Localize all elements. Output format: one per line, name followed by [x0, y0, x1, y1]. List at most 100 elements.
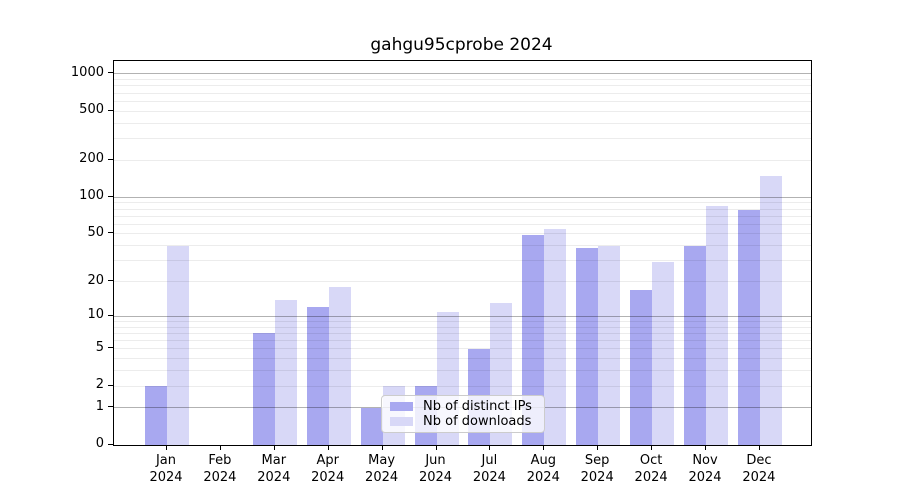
ytick-mark-200: [108, 158, 113, 160]
xtick-mark-jan: [166, 445, 167, 450]
chart-title: gahgu95cprobe 2024: [370, 35, 553, 55]
gridline-70: [114, 215, 811, 217]
gridline-800: [114, 85, 811, 87]
bar-distinct-ips-nov: [684, 245, 706, 445]
ytick-label-50: 50: [87, 224, 104, 240]
ytick-mark-0: [108, 443, 113, 445]
xtick-mark-dec: [758, 445, 760, 450]
ytick-label-100: 100: [79, 188, 104, 204]
gridline-8: [114, 326, 811, 328]
bar-downloads-aug: [544, 228, 567, 445]
legend-item-downloads: Nb of downloads: [390, 414, 536, 429]
gridline-2: [114, 385, 811, 387]
bar-distinct-ips-aug: [522, 234, 545, 445]
xtick-mark-oct: [651, 445, 653, 450]
xtick-label-mar: Mar 2024: [257, 453, 291, 485]
xtick-mark-nov: [705, 445, 706, 450]
ytick-mark-2: [108, 384, 113, 386]
legend-swatch-distinct-ips: [390, 401, 413, 411]
xtick-mark-apr: [327, 445, 329, 450]
gridline-1000: [114, 73, 811, 75]
ytick-label-10: 10: [87, 307, 104, 323]
xtick-label-jun: Jun 2024: [418, 453, 453, 485]
xtick-mark-feb: [219, 445, 221, 450]
plot-area: Nb of distinct IPs Nb of downloads: [113, 60, 812, 446]
gridline-600: [114, 100, 811, 102]
legend-label-distinct-ips: Nb of distinct IPs: [423, 398, 532, 414]
gridline-100: [114, 196, 811, 198]
ytick-mark-1000: [108, 72, 113, 74]
bar-distinct-ips-oct: [630, 289, 653, 445]
bar-downloads-mar: [274, 299, 297, 445]
ytick-mark-50: [108, 232, 113, 234]
gridline-200: [114, 159, 811, 161]
xtick-mark-may: [381, 445, 383, 450]
xtick-label-sep: Sep 2024: [580, 453, 614, 485]
gridline-10: [114, 315, 811, 317]
gridline-80: [114, 208, 811, 210]
xtick-label-oct: Oct 2024: [634, 453, 668, 485]
ytick-label-1000: 1000: [70, 64, 104, 80]
bar-distinct-ips-sep: [576, 248, 599, 445]
gridline-3: [114, 370, 811, 371]
ytick-label-0: 0: [95, 436, 104, 451]
xtick-label-nov: Nov 2024: [688, 453, 722, 485]
bar-distinct-ips-jan: [145, 386, 167, 445]
bar-distinct-ips-mar: [252, 333, 275, 445]
gridline-90: [114, 202, 811, 204]
gridline-500: [114, 110, 811, 112]
ytick-label-1: 1: [95, 398, 104, 414]
gridline-300: [114, 138, 811, 139]
ytick-mark-10: [108, 314, 113, 316]
xtick-label-jan: Jan 2024: [149, 453, 183, 485]
xtick-label-apr: Apr 2024: [311, 453, 345, 485]
bar-downloads-dec: [759, 175, 782, 445]
ytick-label-200: 200: [79, 151, 104, 167]
ytick-label-2: 2: [95, 377, 104, 392]
legend-item-distinct-ips: Nb of distinct IPs: [390, 399, 536, 414]
bar-distinct-ips-dec: [737, 210, 760, 445]
bar-distinct-ips-apr: [306, 307, 329, 445]
xtick-mark-jul: [489, 445, 491, 450]
ytick-mark-500: [108, 109, 113, 111]
xtick-mark-sep: [597, 445, 599, 450]
ytick-mark-1: [108, 406, 113, 408]
ytick-label-20: 20: [87, 272, 104, 288]
xtick-mark-aug: [543, 445, 545, 450]
bar-downloads-nov: [706, 205, 728, 445]
ytick-mark-100: [108, 195, 113, 197]
gridline-20: [114, 281, 811, 282]
bar-distinct-ips-may: [360, 407, 383, 445]
xtick-mark-jun: [435, 445, 437, 450]
gridline-60: [114, 223, 811, 225]
gridline-400: [114, 122, 811, 124]
legend-label-downloads: Nb of downloads: [423, 414, 532, 430]
gridline-6: [114, 340, 811, 341]
bar-downloads-sep: [598, 245, 621, 445]
gridline-5: [114, 348, 811, 350]
gridline-700: [114, 92, 811, 94]
gridline-4: [114, 358, 811, 360]
gridline-9: [114, 320, 811, 322]
gridline-900: [114, 79, 811, 81]
xtick-label-aug: Aug 2024: [526, 453, 560, 485]
xtick-label-jul: Jul 2024: [472, 453, 506, 485]
xtick-mark-mar: [273, 445, 275, 450]
gridline-30: [114, 260, 811, 262]
ytick-mark-5: [108, 347, 113, 349]
bar-downloads-apr: [328, 286, 351, 445]
legend: Nb of distinct IPs Nb of downloads: [381, 395, 545, 433]
xtick-label-feb: Feb 2024: [203, 453, 237, 485]
bar-downloads-jan: [167, 245, 189, 445]
legend-swatch-downloads: [390, 417, 413, 427]
gridline-7: [114, 332, 811, 334]
xtick-label-may: May 2024: [365, 453, 399, 485]
ytick-label-5: 5: [95, 339, 104, 355]
bar-downloads-oct: [652, 262, 675, 445]
xtick-label-dec: Dec 2024: [742, 453, 776, 485]
gridline-50: [114, 233, 811, 235]
grid-layer: [114, 61, 811, 445]
ytick-mark-20: [108, 280, 113, 281]
ytick-label-500: 500: [79, 102, 104, 118]
